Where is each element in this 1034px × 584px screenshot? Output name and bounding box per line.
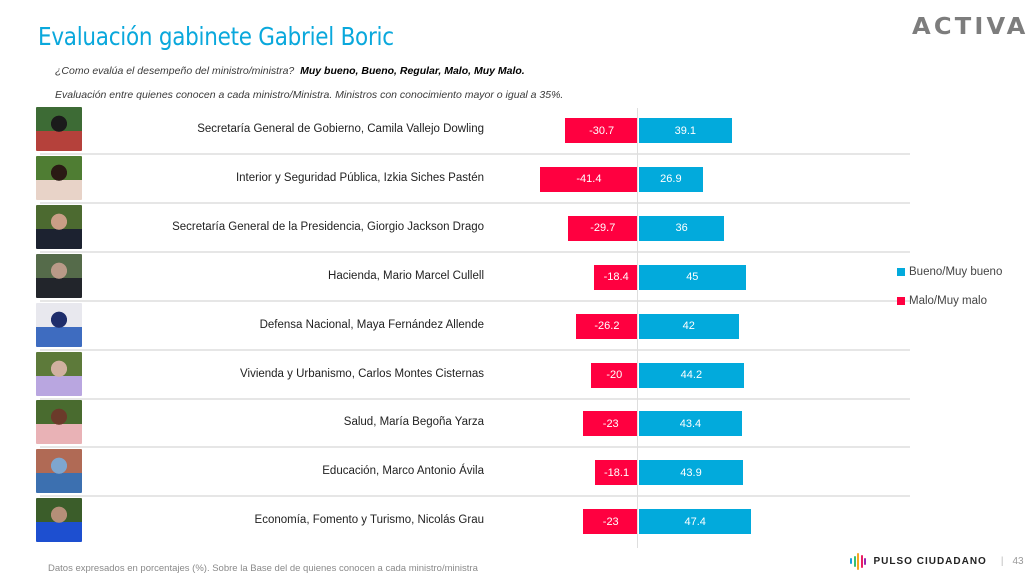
- question-text: ¿Como evalúa el desempeño del ministro/m…: [55, 65, 295, 77]
- legend: Bueno/Muy bueno Malo/Muy malo: [897, 262, 1002, 320]
- footer-note: Datos expresados en porcentajes (%). Sob…: [48, 563, 478, 574]
- minister-photo: [36, 155, 82, 200]
- bar-positive: 44.2: [639, 362, 744, 388]
- activa-logo: ACTIVA: [912, 14, 1029, 40]
- row-separator: [40, 397, 910, 400]
- minister-label: Secretaría General de la Presidencia, Gi…: [172, 220, 484, 233]
- minister-photo: [36, 107, 82, 151]
- minister-label: Interior y Seguridad Pública, Izkia Sich…: [235, 171, 484, 184]
- row-separator: [40, 495, 910, 498]
- brand-name: PULSO CIUDADANO: [873, 555, 987, 567]
- bar-positive: 47.4: [639, 509, 752, 535]
- row-separator: [40, 153, 910, 155]
- legend-label: Malo/Muy malo: [909, 295, 987, 307]
- chart-row: Interior y Seguridad Pública, Izkia Sich…: [0, 155, 1034, 204]
- legend-swatch-red-icon: [897, 297, 905, 305]
- row-separator: [40, 201, 910, 204]
- minister-photo: [36, 498, 82, 543]
- row-separator: [40, 299, 910, 302]
- bar-positive: 43.9: [639, 460, 744, 486]
- bar-negative: -41.4: [539, 166, 638, 192]
- chart-row: Educación, Marco Antonio Ávila -18.1 43.9: [0, 449, 1034, 497]
- bar-positive: 26.9: [639, 166, 703, 192]
- minister-photo: [36, 302, 82, 347]
- chart-subtitle: Evaluación entre quienes conocen a cada …: [55, 89, 564, 101]
- minister-photo: [36, 253, 82, 298]
- minister-photo: [36, 400, 82, 445]
- legend-swatch-blue-icon: [897, 268, 905, 276]
- minister-label: Hacienda, Mario Marcel Cullell: [328, 269, 484, 282]
- page-number: 43: [1012, 555, 1024, 567]
- bar-negative: -29.7: [567, 215, 638, 241]
- bar-negative: -23: [583, 509, 638, 535]
- minister-label: Secretaría General de Gobierno, Camila V…: [197, 123, 484, 135]
- pulso-ciudadano-logo-icon: [850, 552, 868, 570]
- bar-positive: 45: [639, 264, 746, 290]
- bar-negative: -30.7: [565, 118, 638, 143]
- divider: |: [1000, 555, 1005, 567]
- bar-positive: 43.4: [639, 411, 742, 437]
- minister-label: Economía, Fomento y Turismo, Nicolás Gra…: [254, 514, 484, 527]
- question-options: Muy bueno, Bueno, Regular, Malo, Muy Mal…: [300, 65, 525, 77]
- zero-axis-line: [637, 108, 638, 548]
- chart-row: Secretaría General de Gobierno, Camila V…: [0, 107, 1034, 155]
- minister-label: Educación, Marco Antonio Ávila: [322, 465, 484, 478]
- bar-negative: -23: [583, 411, 638, 437]
- legend-label: Bueno/Muy bueno: [909, 266, 1003, 278]
- legend-item-positive: Bueno/Muy bueno: [897, 262, 1002, 282]
- minister-photo: [36, 204, 82, 249]
- minister-label: Defensa Nacional, Maya Fernández Allende: [259, 318, 484, 331]
- pulso-ciudadano-brand: PULSO CIUDADANO | 43: [850, 552, 1024, 570]
- chart-row: Salud, María Begoña Yarza -23 43.4: [0, 400, 1034, 448]
- minister-label: Salud, María Begoña Yarza: [343, 416, 484, 429]
- legend-item-negative: Malo/Muy malo: [897, 291, 1002, 311]
- bar-negative: -20: [590, 362, 638, 388]
- chart-row: Hacienda, Mario Marcel Cullell -18.4 45: [0, 253, 1034, 302]
- minister-photo: [36, 449, 82, 494]
- survey-question: ¿Como evalúa el desempeño del ministro/m…: [55, 65, 525, 77]
- page-title: Evaluación gabinete Gabriel Boric: [38, 22, 394, 51]
- minister-photo: [36, 351, 82, 396]
- chart-row: Secretaría General de la Presidencia, Gi…: [0, 204, 1034, 253]
- row-separator: [40, 250, 910, 253]
- bar-positive: 42: [639, 313, 739, 339]
- bar-negative: -18.1: [595, 460, 638, 486]
- row-separator: [40, 446, 910, 449]
- bar-negative: -26.2: [575, 313, 638, 339]
- bar-positive: 39.1: [639, 118, 732, 143]
- chart-row: Defensa Nacional, Maya Fernández Allende…: [0, 302, 1034, 351]
- chart-row: Vivienda y Urbanismo, Carlos Montes Cist…: [0, 351, 1034, 400]
- bar-negative: -18.4: [594, 264, 638, 290]
- row-separator: [40, 348, 910, 351]
- minister-label: Vivienda y Urbanismo, Carlos Montes Cist…: [240, 367, 484, 380]
- bar-positive: 36: [639, 215, 725, 241]
- chart-row: Economía, Fomento y Turismo, Nicolás Gra…: [0, 498, 1034, 546]
